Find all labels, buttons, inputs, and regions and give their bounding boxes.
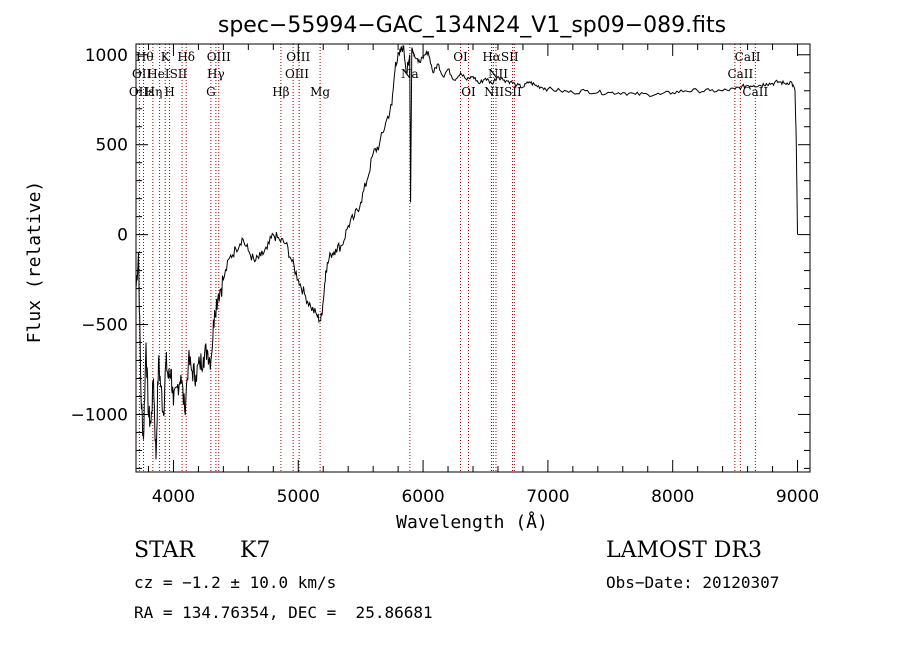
- chart-title: spec−55994−GAC_134N24_V1_sp09−089.fits: [218, 13, 726, 38]
- line-label-10: SII: [170, 67, 188, 81]
- line-label-7: CaII: [735, 50, 761, 64]
- line-label-6: HαSII: [482, 50, 519, 64]
- line-label-0: Hθ: [136, 50, 154, 64]
- emission-line-markers: [138, 44, 756, 472]
- line-label-13: Na: [401, 67, 419, 81]
- line-label-21: Mg: [310, 85, 330, 99]
- obs-date: Obs−Date: 20120307: [606, 573, 780, 592]
- coordinates: RA = 134.76354, DEC = 25.86681: [134, 603, 433, 622]
- x-tick-label-6000: 6000: [401, 487, 444, 507]
- line-label-24: CaII: [742, 85, 768, 99]
- spectrum-series-line: [135, 45, 798, 460]
- plot-frame: [135, 43, 811, 473]
- line-label-12: OIII: [285, 67, 309, 81]
- x-tick-label-7000: 7000: [526, 487, 569, 507]
- axis-ticks: 4000 5000 6000 7000 8000 9000 −1000 −500 0 500 100…: [70, 44, 819, 507]
- line-label-15: CaII: [727, 67, 753, 81]
- object-type: STAR: [134, 538, 195, 563]
- line-label-19: G: [206, 85, 216, 99]
- y-tick-label--500: −500: [81, 316, 128, 336]
- y-tick-label-500: 500: [96, 136, 128, 156]
- survey-name: LAMOST DR3: [606, 538, 762, 563]
- line-label-2: Hδ: [177, 50, 195, 64]
- x-tick-label-8000: 8000: [651, 487, 694, 507]
- line-label-5: OI: [453, 50, 468, 64]
- x-axis-label: Wavelength (Å): [396, 511, 548, 533]
- line-label-14: NII: [488, 67, 508, 81]
- line-label-9: HeI: [147, 67, 170, 81]
- x-tick-label-9000: 9000: [776, 487, 819, 507]
- line-label-17: Hη: [145, 85, 163, 99]
- line-label-20: Hβ: [272, 85, 289, 99]
- line-label-18: H: [164, 85, 174, 99]
- line-label-4: OIII: [286, 50, 310, 64]
- line-label-1: K: [161, 50, 171, 64]
- spectral-subclass: K7: [240, 538, 271, 563]
- y-tick-label-0: 0: [117, 226, 128, 246]
- line-label-3: OIII: [207, 50, 231, 64]
- velocity-readout: cz = −1.2 ± 10.0 km/s: [134, 573, 337, 592]
- x-tick-label-4000: 4000: [152, 487, 195, 507]
- line-label-16: OIIε: [129, 85, 155, 99]
- y-tick-label--1000: −1000: [70, 405, 128, 425]
- line-label-23: NIISII: [484, 85, 522, 99]
- line-label-11: Hγ: [207, 67, 225, 81]
- y-tick-label-1000: 1000: [85, 46, 128, 66]
- line-label-22: OI: [461, 85, 476, 99]
- x-tick-label-5000: 5000: [277, 487, 320, 507]
- y-axis-label: Flux (relative): [24, 181, 45, 344]
- line-label-8: OII: [132, 67, 152, 81]
